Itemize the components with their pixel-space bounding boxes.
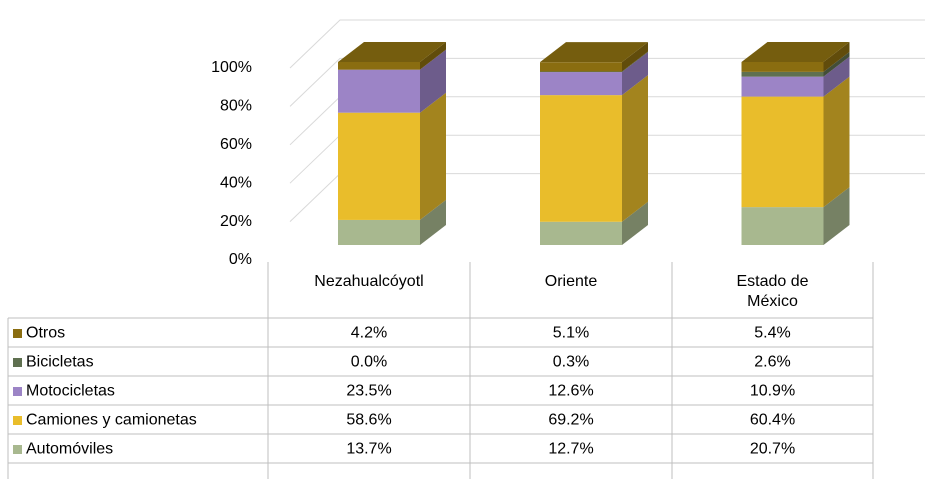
bar-segment: [741, 62, 824, 72]
bar-top: [338, 42, 446, 62]
y-tick-label: 0%: [229, 251, 252, 268]
bar-side: [823, 187, 850, 245]
grid-line: [289, 19, 925, 69]
legend-swatch: [13, 445, 22, 454]
legend-swatch: [13, 329, 22, 338]
bar-segment: [338, 112, 420, 220]
legend-label: Automóviles: [26, 441, 113, 458]
y-tick-label: 60%: [220, 136, 252, 153]
bar-side: [823, 56, 850, 97]
bar-side: [823, 76, 850, 208]
table-value: 58.6%: [346, 412, 391, 429]
bar-segment: [741, 76, 824, 97]
bar-segment: [540, 72, 622, 96]
bar-side: [622, 201, 648, 245]
bar-segment: [741, 71, 824, 77]
bar-segment: [338, 219, 420, 245]
category-label: Oriente: [545, 273, 598, 290]
bar-segment: [540, 71, 622, 73]
bar-segment: [338, 62, 420, 70]
bar-side: [823, 51, 850, 77]
bar-side: [420, 92, 446, 220]
table-value: 2.6%: [754, 354, 790, 371]
y-tick-label: 100%: [211, 59, 252, 76]
bar-side: [622, 52, 648, 96]
table-value: 60.4%: [750, 412, 795, 429]
bar-segment: [540, 221, 622, 245]
legend-swatch: [13, 387, 22, 396]
bar-side: [420, 199, 446, 245]
y-tick-label: 20%: [220, 213, 252, 230]
bar-side: [622, 42, 648, 72]
bar-side: [420, 49, 446, 113]
y-tick-label: 80%: [220, 98, 252, 115]
table-value: 10.9%: [750, 383, 795, 400]
category-label: Estado de México: [736, 273, 808, 310]
bar-segment: [741, 207, 824, 245]
table-value: 4.2%: [351, 325, 387, 342]
bar-side: [622, 75, 648, 222]
category-label: Nezahualcóyotl: [314, 273, 423, 290]
table-value: 13.7%: [346, 441, 391, 458]
table-value: 69.2%: [548, 412, 593, 429]
table-value: 20.7%: [750, 441, 795, 458]
bar-segment: [338, 69, 420, 113]
legend-label: Otros: [26, 325, 65, 342]
legend-swatch: [13, 416, 22, 425]
bar-segment: [540, 95, 622, 222]
table-value: 5.4%: [754, 325, 790, 342]
y-tick-label: 40%: [220, 174, 252, 191]
legend-label: Bicicletas: [26, 354, 94, 371]
grid-line: [289, 57, 925, 107]
table-value: 0.3%: [553, 354, 589, 371]
bar-top: [741, 42, 850, 62]
legend-label: Motocicletas: [26, 383, 115, 400]
table-value: 12.6%: [548, 383, 593, 400]
bar-segment: [741, 96, 824, 208]
legend-label: Camiones y camionetas: [26, 412, 197, 429]
table-value: 12.7%: [548, 441, 593, 458]
bar-side: [420, 42, 446, 70]
table-value: 23.5%: [346, 383, 391, 400]
table-value: 5.1%: [553, 325, 589, 342]
bar-side: [823, 42, 850, 72]
bar-top: [540, 42, 648, 63]
bar-side: [622, 51, 648, 73]
bar-segment: [540, 62, 622, 72]
table-value: 0.0%: [351, 354, 387, 371]
legend-swatch: [13, 358, 22, 367]
